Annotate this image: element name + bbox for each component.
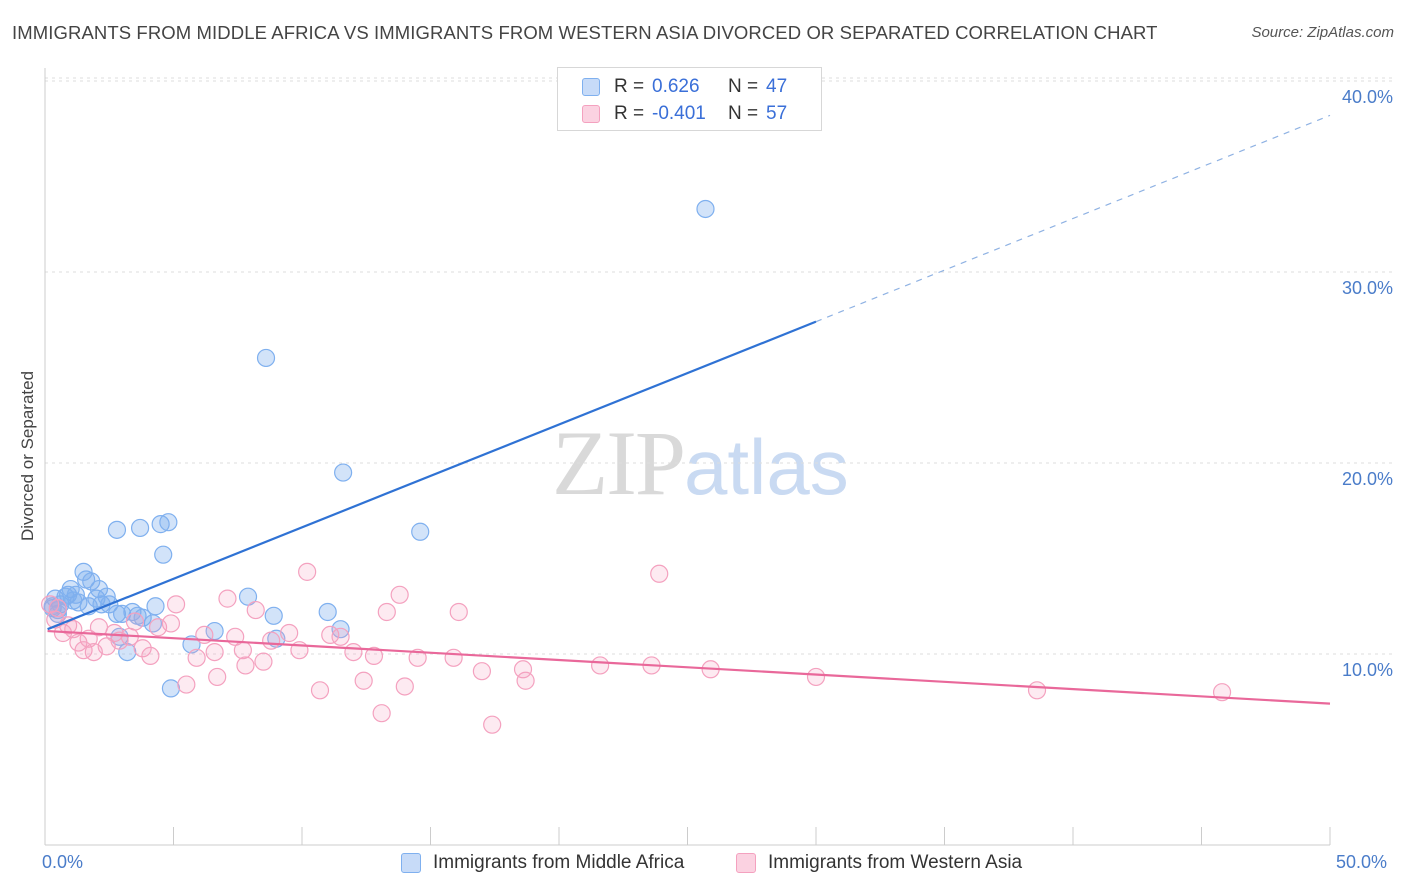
point-middle-africa-40 xyxy=(331,620,350,639)
trend-line-middle-africa-extension xyxy=(815,114,1331,323)
point-western-asia-48 xyxy=(449,602,468,622)
point-western-asia-55 xyxy=(650,564,669,583)
legend-label-middle-africa: Immigrants from Middle Africa xyxy=(433,852,685,873)
point-western-asia-46 xyxy=(408,648,427,667)
point-western-asia-26 xyxy=(218,589,237,608)
legend-swatch-pink xyxy=(736,853,756,873)
legend-item-western-asia[interactable]: Immigrants from Western Asia xyxy=(736,852,1022,874)
legend-swatch-blue xyxy=(401,853,421,873)
point-western-asia-58 xyxy=(1027,681,1047,700)
legend-swatch-blue xyxy=(582,78,600,96)
point-western-asia-51 xyxy=(513,660,533,679)
point-middle-africa-18 xyxy=(107,604,127,623)
n-label: N = xyxy=(728,76,759,97)
point-middle-africa-43 xyxy=(696,199,715,219)
legend-row-western-asia: R = -0.401 N = 57 xyxy=(582,102,787,126)
point-western-asia-38 xyxy=(331,627,350,646)
point-middle-africa-26 xyxy=(146,597,165,616)
watermark-atlas: atlas xyxy=(684,423,849,511)
r-label: R = xyxy=(614,103,645,124)
point-western-asia-28 xyxy=(233,641,252,660)
y-tick-label-30: 30.0% xyxy=(1341,278,1393,298)
point-western-asia-44 xyxy=(390,585,409,604)
point-western-asia-52 xyxy=(516,671,535,690)
y-tick-label-20: 20.0% xyxy=(1341,469,1393,489)
point-middle-africa-12 xyxy=(82,572,101,591)
point-western-asia-49 xyxy=(472,662,491,681)
point-western-asia-15 xyxy=(125,612,145,631)
point-middle-africa-37 xyxy=(264,606,283,625)
point-western-asia-53 xyxy=(591,656,610,675)
n-value: 47 xyxy=(766,76,788,97)
r-value: -0.401 xyxy=(652,103,706,124)
legend-row-middle-africa: R = 0.626 N = 47 xyxy=(582,75,787,99)
point-western-asia-2 xyxy=(48,599,67,618)
point-western-asia-24 xyxy=(205,642,224,662)
point-western-asia-19 xyxy=(161,614,181,633)
point-western-asia-32 xyxy=(262,631,281,650)
legend-swatch-pink xyxy=(582,105,600,123)
r-label: R = xyxy=(614,76,645,97)
point-western-asia-45 xyxy=(395,677,414,696)
y-tick-label-40: 40.0% xyxy=(1341,87,1393,107)
legend-label-western-asia: Immigrants from Western Asia xyxy=(768,852,1023,873)
point-middle-africa-31 xyxy=(107,520,127,539)
point-middle-africa-36 xyxy=(256,348,276,368)
point-middle-africa-14 xyxy=(89,579,109,599)
y-axis-label: Divorced or Separated xyxy=(18,370,37,542)
point-middle-africa-6 xyxy=(61,579,80,599)
point-western-asia-29 xyxy=(236,656,255,675)
r-value: 0.626 xyxy=(652,76,700,97)
point-middle-africa-28 xyxy=(154,545,173,564)
point-middle-africa-42 xyxy=(411,522,430,541)
chart-title: IMMIGRANTS FROM MIDDLE AFRICA VS IMMIGRA… xyxy=(12,22,1158,43)
point-western-asia-42 xyxy=(372,704,391,723)
point-western-asia-31 xyxy=(254,652,273,671)
n-label: N = xyxy=(728,103,759,124)
point-western-asia-21 xyxy=(177,675,196,694)
point-middle-africa-29 xyxy=(159,513,178,532)
point-middle-africa-32 xyxy=(130,518,150,538)
n-value: 57 xyxy=(766,103,788,124)
point-western-asia-39 xyxy=(344,642,363,662)
point-middle-africa-39 xyxy=(318,602,337,622)
watermark: ZIPatlas xyxy=(552,410,849,516)
x-max-tick-label: 50.0% xyxy=(1336,852,1388,872)
point-middle-africa-35 xyxy=(238,587,258,606)
point-western-asia-33 xyxy=(280,623,299,643)
point-middle-africa-45 xyxy=(64,591,83,610)
point-western-asia-50 xyxy=(483,715,502,734)
point-western-asia-20 xyxy=(166,595,186,614)
point-western-asia-47 xyxy=(444,648,463,667)
trend-line-middle-africa xyxy=(47,320,817,631)
point-western-asia-22 xyxy=(187,648,206,667)
point-western-asia-36 xyxy=(310,681,330,700)
point-middle-africa-30 xyxy=(161,679,181,698)
point-western-asia-35 xyxy=(298,562,317,581)
series-legend: Immigrants from Middle Africa Immigrants… xyxy=(0,852,1406,878)
trend-line-western-asia xyxy=(47,629,1331,705)
point-western-asia-43 xyxy=(377,602,396,622)
point-western-asia-30 xyxy=(246,600,265,620)
point-middle-africa-41 xyxy=(334,463,353,482)
point-western-asia-57 xyxy=(806,667,826,687)
x-min-tick-label: 0.0% xyxy=(42,852,84,872)
point-western-asia-40 xyxy=(354,671,373,690)
point-western-asia-17 xyxy=(141,646,160,666)
point-western-asia-41 xyxy=(364,646,384,666)
point-western-asia-25 xyxy=(208,667,227,687)
point-western-asia-16 xyxy=(133,639,152,658)
y-tick-label-10: 10.0% xyxy=(1341,660,1393,680)
correlation-legend: R = 0.626 N = 47 R = -0.401 N = 57 xyxy=(557,67,822,131)
legend-item-middle-africa[interactable]: Immigrants from Middle Africa xyxy=(401,852,684,874)
source-label: Source: ZipAtlas.com xyxy=(1251,24,1394,41)
